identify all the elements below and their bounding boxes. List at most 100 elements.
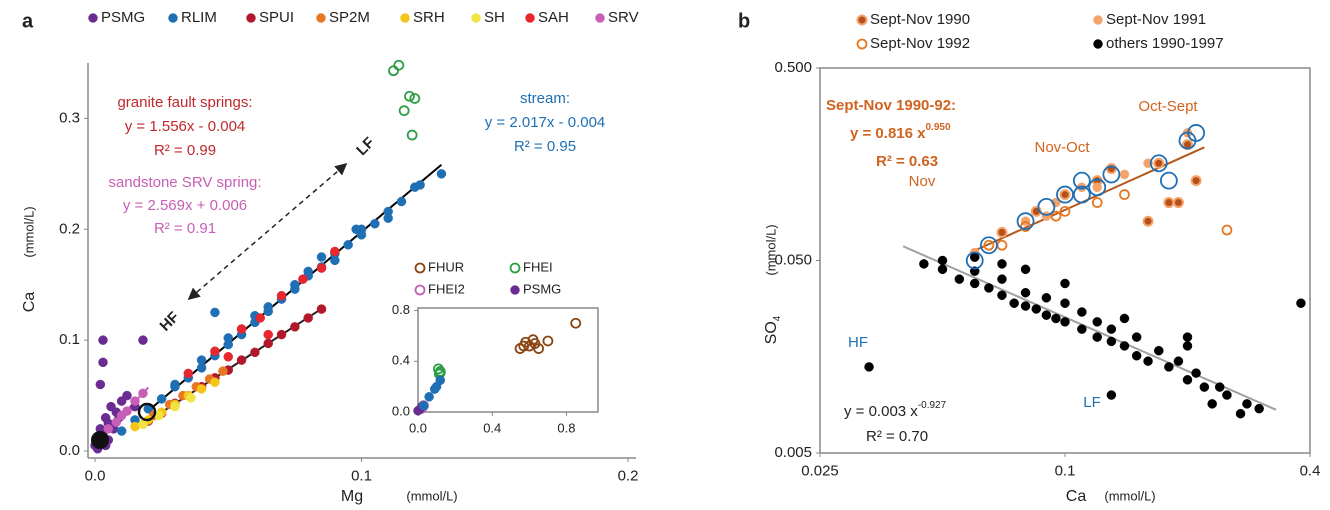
- data-point: [1060, 317, 1070, 327]
- data-point: [542, 335, 554, 347]
- data-point: [351, 224, 361, 235]
- data-point: [303, 313, 313, 323]
- legend-marker: [414, 262, 426, 274]
- data-point: [997, 290, 1007, 300]
- data-point: [404, 90, 415, 102]
- annotation: HF: [157, 309, 183, 335]
- data-point: [388, 65, 399, 77]
- legend-label: SRV: [608, 9, 639, 26]
- y-tick-label: 0.3: [59, 109, 80, 126]
- data-point: [1037, 197, 1056, 216]
- annotation-part: y = 0.003 x: [844, 403, 918, 420]
- annotation: HF: [848, 334, 868, 351]
- y-tick-label: 0.1: [59, 331, 80, 348]
- data-point: [1092, 317, 1102, 327]
- x-tick-label: 0.4: [1300, 462, 1321, 479]
- data-point: [518, 340, 530, 352]
- data-point: [122, 390, 132, 401]
- data-point: [1059, 205, 1071, 217]
- data-point: [330, 246, 340, 257]
- data-point: [1173, 356, 1184, 366]
- data-point: [1091, 197, 1103, 208]
- data-point: [1214, 382, 1225, 392]
- legend-marker: [246, 13, 256, 23]
- data-point: [1016, 212, 1035, 231]
- data-point: [1051, 313, 1061, 324]
- data-point: [1242, 399, 1252, 409]
- data-point: [1199, 382, 1210, 392]
- data-point: [1159, 171, 1178, 190]
- data-point: [1077, 307, 1087, 317]
- x-tick-label: 0.0: [85, 467, 106, 484]
- data-point: [1041, 293, 1052, 303]
- data-point: [98, 357, 108, 368]
- data-point: [263, 338, 273, 349]
- data-point: [276, 329, 287, 340]
- y-tick-label: 0.050: [774, 251, 812, 268]
- data-point: [1102, 165, 1121, 184]
- legend-label: SRH: [413, 9, 445, 26]
- legend-label: SH: [484, 9, 505, 26]
- data-point: [1041, 310, 1052, 320]
- data-point: [1060, 278, 1070, 289]
- legend-marker: [168, 13, 178, 23]
- data-point: [1059, 189, 1071, 201]
- annotation-sup: 0.950: [925, 122, 950, 133]
- x-tick-label: 0.025: [801, 462, 839, 479]
- data-point: [116, 426, 127, 436]
- data-point: [1164, 362, 1174, 372]
- data-point: [1077, 324, 1087, 334]
- x-tick-label: 0.0: [409, 421, 427, 436]
- chart: 0.0 0.4 0.8 0.0 0.4 0.8 FHUR FHEI FHEI2 PSMG: [392, 259, 599, 436]
- panel-label: b: [738, 10, 750, 32]
- data-point: [436, 169, 447, 179]
- annotation: R² = 0.70: [866, 428, 928, 445]
- data-point: [223, 352, 233, 362]
- data-point: [250, 347, 260, 358]
- data-point: [1060, 298, 1070, 308]
- data-point: [1119, 189, 1130, 200]
- data-point: [1020, 287, 1031, 298]
- data-point: [1154, 345, 1164, 356]
- data-point: [218, 366, 228, 376]
- y-label-sub: 4: [772, 315, 783, 321]
- data-point: [1190, 175, 1202, 187]
- data-point: [424, 392, 434, 402]
- legend-label: others 1990-1997: [1106, 35, 1224, 52]
- panel-a: a Ca (mmol/L) Mg (mmol/L): [21, 10, 457, 505]
- data-point: [1106, 324, 1117, 334]
- data-point: [1182, 375, 1193, 385]
- fit-line: [902, 245, 1277, 411]
- legend-label: RLIM: [181, 9, 217, 26]
- x-tick-label: 0.1: [1055, 462, 1076, 479]
- flow-arrow: [187, 163, 348, 300]
- data-point: [1254, 403, 1264, 414]
- data-point: [316, 263, 327, 273]
- data-point: [1092, 332, 1102, 342]
- data-point: [1009, 298, 1019, 308]
- chart: 0.025 0.1 0.4 0.005 0.050 0.500 Sept-Nov 1990 S…: [774, 11, 1320, 480]
- data-point: [383, 213, 393, 223]
- chart: 0.0 0.1 0.2 0.0 0.1 0.2 0.3 PSMG RLIM SPUI SP2M SRH…: [59, 9, 638, 485]
- data-point: [255, 313, 265, 323]
- annotation: R² = 0.63: [876, 153, 938, 170]
- annotation: y = 1.556x - 0.004: [125, 118, 246, 135]
- y-label-main: SO: [763, 321, 780, 344]
- data-point: [1020, 264, 1031, 275]
- legend-label: PSMG: [101, 9, 145, 26]
- data-point: [1149, 154, 1168, 173]
- legend-marker: [856, 38, 868, 50]
- y-tick-label: 0.500: [774, 59, 812, 76]
- data-point: [1072, 171, 1091, 190]
- data-point: [343, 240, 353, 250]
- y-axis-label: Ca: [21, 292, 38, 313]
- x-axis-label: Mg: [341, 488, 363, 505]
- data-point: [1142, 215, 1154, 227]
- data-point: [937, 255, 948, 266]
- data-point: [236, 355, 247, 365]
- data-point: [979, 236, 998, 255]
- annotation: Sept-Nov 1990-92:: [826, 97, 956, 114]
- data-point: [406, 129, 418, 141]
- data-point: [370, 218, 380, 229]
- legend-marker: [400, 13, 410, 23]
